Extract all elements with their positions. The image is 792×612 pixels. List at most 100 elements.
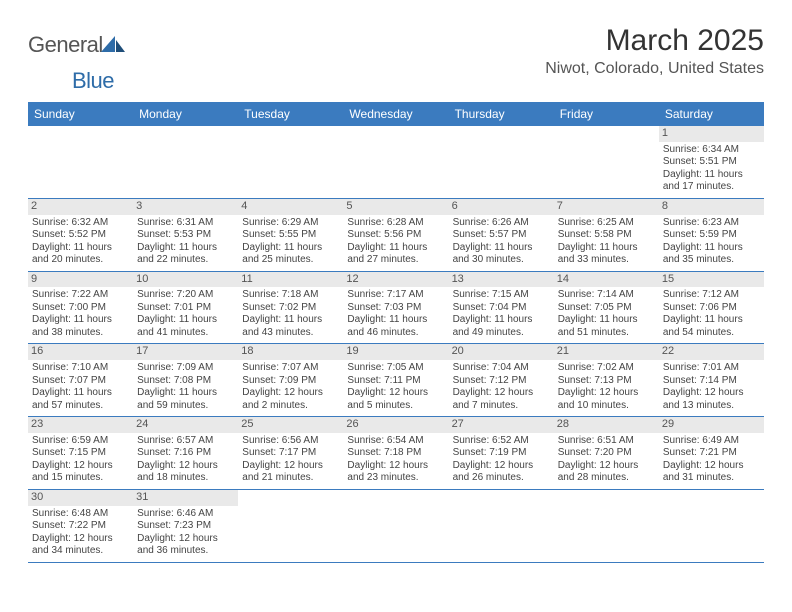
sunset-text: Sunset: 7:05 PM [558,302,655,315]
d1-text: Daylight: 12 hours [453,460,550,473]
week-row: 1Sunrise: 6:34 AMSunset: 5:51 PMDaylight… [28,126,764,199]
d1-text: Daylight: 11 hours [453,242,550,255]
day-number: 4 [238,199,343,215]
day-cell: 1Sunrise: 6:34 AMSunset: 5:51 PMDaylight… [659,126,764,198]
day-cell: 4Sunrise: 6:29 AMSunset: 5:55 PMDaylight… [238,199,343,271]
d2-text: and 59 minutes. [137,400,234,413]
sunrise-text: Sunrise: 7:01 AM [663,362,760,375]
sunset-text: Sunset: 7:09 PM [242,375,339,388]
day-cell: 31Sunrise: 6:46 AMSunset: 7:23 PMDayligh… [133,490,238,562]
day-cell: 30 Sunrise: 6:48 AMSunset: 7:22 PMDayligh… [28,490,133,562]
sunset-text: Sunset: 7:03 PM [347,302,444,315]
d1-text: Daylight: 12 hours [137,460,234,473]
day-cell: 19Sunrise: 7:05 AMSunset: 7:11 PMDayligh… [343,344,448,416]
day-cell: 29Sunrise: 6:49 AMSunset: 7:21 PMDayligh… [659,417,764,489]
day-cell [343,126,448,198]
day-number: 30 [28,490,133,506]
day-number: 29 [659,417,764,433]
brand-name-a: General [28,32,103,57]
day-cell: 20Sunrise: 7:04 AMSunset: 7:12 PMDayligh… [449,344,554,416]
sunrise-text: Sunrise: 6:26 AM [453,217,550,230]
sunset-text: Sunset: 5:56 PM [347,229,444,242]
sunrise-text: Sunrise: 6:56 AM [242,435,339,448]
d2-text: and 7 minutes. [453,400,550,413]
sunset-text: Sunset: 5:52 PM [32,229,129,242]
day-cell [28,126,133,198]
d1-text: Daylight: 12 hours [242,460,339,473]
sunrise-text: Sunrise: 6:23 AM [663,217,760,230]
day-cell [449,490,554,562]
day-cell: 12Sunrise: 7:17 AMSunset: 7:03 PMDayligh… [343,272,448,344]
sunset-text: Sunset: 5:58 PM [558,229,655,242]
day-cell: 11Sunrise: 7:18 AMSunset: 7:02 PMDayligh… [238,272,343,344]
d2-text: and 28 minutes. [558,472,655,485]
day-number: 17 [133,344,238,360]
sunset-text: Sunset: 7:22 PM [32,520,129,533]
d2-text: and 35 minutes. [663,254,760,267]
day-cell: 2Sunrise: 6:32 AMSunset: 5:52 PMDaylight… [28,199,133,271]
sunrise-text: Sunrise: 6:25 AM [558,217,655,230]
d1-text: Daylight: 11 hours [32,387,129,400]
sunrise-text: Sunrise: 6:34 AM [663,144,760,157]
d1-text: Daylight: 12 hours [347,387,444,400]
d1-text: Daylight: 12 hours [663,387,760,400]
calendar: Sunday Monday Tuesday Wednesday Thursday… [28,102,764,563]
day-cell: 24Sunrise: 6:57 AMSunset: 7:16 PMDayligh… [133,417,238,489]
sunset-text: Sunset: 7:15 PM [32,447,129,460]
d1-text: Daylight: 11 hours [32,314,129,327]
brand-name: GeneralBlue [28,32,125,94]
day-cell [238,490,343,562]
brand-logo: GeneralBlue [28,32,125,94]
d1-text: Daylight: 12 hours [32,533,129,546]
d1-text: Daylight: 12 hours [558,387,655,400]
d1-text: Daylight: 12 hours [242,387,339,400]
day-number: 2 [28,199,133,215]
day-number: 19 [343,344,448,360]
sunset-text: Sunset: 7:12 PM [453,375,550,388]
week-row: 9Sunrise: 7:22 AMSunset: 7:00 PMDaylight… [28,272,764,345]
d2-text: and 27 minutes. [347,254,444,267]
sunset-text: Sunset: 7:04 PM [453,302,550,315]
sunrise-text: Sunrise: 7:09 AM [137,362,234,375]
day-cell: 21Sunrise: 7:02 AMSunset: 7:13 PMDayligh… [554,344,659,416]
d1-text: Daylight: 11 hours [242,314,339,327]
sunset-text: Sunset: 5:59 PM [663,229,760,242]
day-cell: 13Sunrise: 7:15 AMSunset: 7:04 PMDayligh… [449,272,554,344]
d1-text: Daylight: 11 hours [347,314,444,327]
day-cell [343,490,448,562]
d2-text: and 26 minutes. [453,472,550,485]
day-cell: 14Sunrise: 7:14 AMSunset: 7:05 PMDayligh… [554,272,659,344]
week-row: 30 Sunrise: 6:48 AMSunset: 7:22 PMDayligh… [28,490,764,563]
day-number: 31 [133,490,238,506]
sunrise-text: Sunrise: 7:15 AM [453,289,550,302]
title-block: March 2025 Niwot, Colorado, United State… [545,24,764,78]
day-cell [449,126,554,198]
sunset-text: Sunset: 7:21 PM [663,447,760,460]
d2-text: and 20 minutes. [32,254,129,267]
d1-text: Daylight: 11 hours [663,314,760,327]
day-header-tue: Tuesday [238,102,343,126]
sunrise-text: Sunrise: 7:05 AM [347,362,444,375]
sunset-text: Sunset: 7:01 PM [137,302,234,315]
sunset-text: Sunset: 7:08 PM [137,375,234,388]
day-header-sat: Saturday [659,102,764,126]
sunrise-text: Sunrise: 7:02 AM [558,362,655,375]
day-number: 26 [343,417,448,433]
sunrise-text: Sunrise: 6:48 AM [32,508,129,521]
sunrise-text: Sunrise: 7:18 AM [242,289,339,302]
sunrise-text: Sunrise: 7:20 AM [137,289,234,302]
day-cell: 7Sunrise: 6:25 AMSunset: 5:58 PMDaylight… [554,199,659,271]
day-header-row: Sunday Monday Tuesday Wednesday Thursday… [28,102,764,126]
day-cell: 23Sunrise: 6:59 AMSunset: 7:15 PMDayligh… [28,417,133,489]
day-number: 1 [659,126,764,142]
d1-text: Daylight: 12 hours [453,387,550,400]
sunrise-text: Sunrise: 7:12 AM [663,289,760,302]
d1-text: Daylight: 12 hours [32,460,129,473]
day-cell: 18Sunrise: 7:07 AMSunset: 7:09 PMDayligh… [238,344,343,416]
sunrise-text: Sunrise: 7:04 AM [453,362,550,375]
day-cell: 9Sunrise: 7:22 AMSunset: 7:00 PMDaylight… [28,272,133,344]
day-cell: 6Sunrise: 6:26 AMSunset: 5:57 PMDaylight… [449,199,554,271]
day-cell: 8Sunrise: 6:23 AMSunset: 5:59 PMDaylight… [659,199,764,271]
d2-text: and 41 minutes. [137,327,234,340]
sunrise-text: Sunrise: 6:52 AM [453,435,550,448]
